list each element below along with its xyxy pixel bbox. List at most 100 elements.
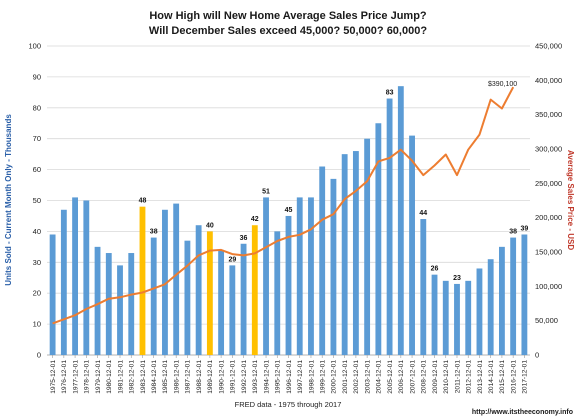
bar — [173, 203, 180, 355]
y-tick-label: 80 — [33, 103, 41, 112]
bar — [420, 219, 427, 355]
bar-data-label: 38 — [509, 229, 517, 236]
price-last-label: $390,100 — [488, 81, 517, 88]
x-tick-label: 2017-12-01 — [522, 360, 529, 394]
y-tick-label: 50 — [33, 196, 41, 205]
bar — [218, 249, 225, 355]
bar — [206, 231, 213, 355]
x-tick-label: 2007-12-01 — [409, 360, 416, 394]
bar — [352, 151, 359, 355]
bar — [263, 197, 269, 355]
x-tick-label: 1978-12-01 — [84, 360, 91, 394]
y-right-tick-label: 400,000 — [535, 76, 562, 85]
bar — [94, 246, 101, 355]
bar-data-label: 83 — [386, 90, 394, 97]
x-tick-label: 1980-12-01 — [106, 360, 113, 394]
bar-data-label: 48 — [139, 198, 147, 205]
bar — [386, 98, 393, 355]
x-tick-label: 1993-12-01 — [252, 360, 259, 394]
x-tick-label: 1985-12-01 — [162, 360, 169, 394]
y-axis-right-title: Average Sales Price - USD — [566, 150, 575, 250]
x-tick-label: 1998-12-01 — [308, 360, 315, 394]
y-tick-label: 60 — [33, 165, 41, 174]
x-axis: 1975-12-01 1976-12-01 1977-12-01 1978-12-01… — [50, 355, 529, 394]
bar — [364, 138, 371, 355]
x-tick-label: 1975-12-01 — [50, 360, 57, 394]
x-tick-label: 1992-12-01 — [241, 360, 248, 394]
x-tick-label: 1990-12-01 — [218, 360, 225, 394]
bar — [150, 237, 157, 355]
bar — [308, 197, 314, 355]
bar-data-label: 39 — [520, 225, 528, 232]
bar-data-label: 44 — [419, 210, 427, 217]
bar — [128, 253, 135, 355]
y-tick-label: 70 — [33, 134, 41, 143]
y-tick-label: 40 — [33, 227, 41, 236]
x-tick-label: 1976-12-01 — [61, 360, 68, 394]
x-tick-label: 1987-12-01 — [185, 360, 192, 394]
bar-data-label: 23 — [453, 275, 461, 282]
bar — [285, 215, 292, 355]
bar — [442, 280, 449, 355]
x-tick-label: 1996-12-01 — [286, 360, 293, 394]
x-tick-label: 2011-12-01 — [454, 360, 461, 394]
y-right-tick-label: 0 — [535, 351, 539, 360]
bar — [184, 240, 191, 355]
x-tick-label: 2015-12-01 — [499, 360, 506, 394]
bar — [49, 234, 56, 355]
chart-title: How High will New Home Average Sales Pri… — [149, 10, 427, 22]
x-tick-label: 1977-12-01 — [72, 360, 79, 394]
bar — [72, 197, 79, 355]
bar — [476, 268, 483, 355]
bar — [498, 246, 505, 355]
bar — [521, 234, 528, 355]
x-tick-label: 1994-12-01 — [263, 360, 270, 394]
y-axis-left: 0 10 20 30 40 50 60 70 80 90 100 — [28, 42, 41, 360]
price-line: $390,100 — [52, 81, 517, 325]
y-right-tick-label: 200,000 — [535, 213, 562, 222]
bar — [240, 243, 247, 355]
bar — [375, 123, 382, 355]
x-tick-label: 1995-12-01 — [275, 360, 282, 394]
bar-data-label: 26 — [431, 266, 439, 273]
y-right-tick-label: 150,000 — [535, 248, 562, 257]
bar — [397, 86, 404, 356]
x-tick-label: 2001-12-01 — [342, 360, 349, 394]
y-right-tick-label: 300,000 — [535, 145, 562, 154]
price-line-path — [52, 86, 515, 325]
x-tick-label: 2009-12-01 — [432, 360, 439, 394]
bar — [431, 274, 438, 355]
bar-data-label: 51 — [262, 188, 270, 195]
y-right-tick-label: 50,000 — [535, 316, 558, 325]
bar — [229, 265, 236, 355]
x-tick-label: 1982-12-01 — [129, 360, 136, 394]
bar — [510, 237, 517, 355]
y-right-tick-label: 250,000 — [535, 179, 562, 188]
bar — [162, 209, 168, 355]
x-tick-label: 2000-12-01 — [331, 360, 338, 394]
x-tick-label: 1984-12-01 — [151, 360, 158, 394]
bar — [487, 259, 494, 355]
x-axis-title: FRED data - 1975 through 2017 — [235, 400, 342, 409]
bar-data-label: 29 — [228, 256, 236, 263]
bar-data-label: 36 — [240, 235, 248, 242]
x-tick-label: 1997-12-01 — [297, 360, 304, 394]
bar — [105, 253, 112, 355]
x-tick-label: 2016-12-01 — [510, 360, 517, 394]
bar — [341, 154, 348, 355]
x-tick-label: 1983-12-01 — [140, 360, 147, 394]
x-tick-label: 1979-12-01 — [95, 360, 102, 394]
x-tick-label: 2010-12-01 — [443, 360, 450, 394]
x-tick-label: 1981-12-01 — [117, 360, 124, 394]
bar — [117, 265, 123, 355]
y-tick-label: 30 — [33, 258, 41, 267]
bar-data-label: 45 — [285, 207, 293, 214]
bar — [454, 283, 460, 355]
bar-data-label: 42 — [251, 216, 259, 223]
bar-data-label: 40 — [206, 222, 214, 229]
x-tick-label: 1991-12-01 — [230, 360, 237, 394]
y-tick-label: 90 — [33, 72, 41, 81]
bar-data-label: 38 — [150, 229, 158, 236]
